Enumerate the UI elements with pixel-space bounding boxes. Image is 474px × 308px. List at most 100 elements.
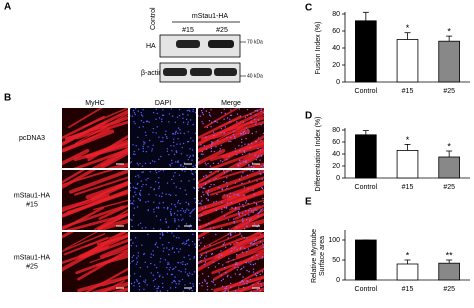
- nucleus: [253, 118, 256, 121]
- nucleus: [257, 258, 259, 260]
- nucleus: [162, 234, 164, 237]
- myotube: [110, 287, 128, 292]
- nucleus: [145, 134, 147, 137]
- nucleus: [241, 267, 243, 270]
- nucleus: [174, 172, 176, 174]
- y-tick-label: 0: [336, 175, 340, 182]
- nucleus: [152, 250, 154, 252]
- nucleus: [155, 181, 157, 183]
- nucleus: [242, 276, 244, 278]
- nucleus: [211, 143, 213, 145]
- nucleus: [141, 244, 143, 246]
- x-tick-label: #25: [443, 88, 455, 95]
- nucleus: [252, 243, 254, 246]
- nucleus: [220, 131, 222, 134]
- nucleus: [171, 159, 173, 162]
- nucleus: [183, 162, 186, 164]
- nucleus: [201, 207, 204, 209]
- band: [214, 68, 237, 76]
- micrograph: [198, 232, 264, 292]
- nucleus: [152, 144, 154, 146]
- nucleus: [226, 185, 229, 188]
- nucleus: [245, 210, 247, 212]
- nucleus: [201, 200, 203, 202]
- nucleus: [257, 215, 259, 217]
- nucleus: [135, 175, 137, 178]
- nucleus: [158, 177, 160, 179]
- nucleus: [189, 155, 192, 157]
- nucleus: [184, 170, 186, 172]
- nucleus: [193, 187, 196, 190]
- nucleus: [160, 155, 162, 158]
- bar: [438, 40, 460, 83]
- nucleus: [181, 242, 184, 245]
- nucleus: [236, 153, 238, 156]
- bar: [396, 149, 419, 179]
- nucleus: [137, 174, 139, 177]
- nucleus: [192, 154, 194, 156]
- nucleus: [209, 165, 212, 167]
- nucleus: [155, 215, 158, 217]
- nucleus: [202, 108, 205, 110]
- nucleus: [200, 153, 203, 155]
- nucleus: [210, 121, 213, 123]
- nucleus: [243, 150, 245, 152]
- nucleus: [256, 156, 259, 159]
- nucleus: [140, 114, 143, 116]
- nucleus: [246, 237, 248, 239]
- y-tick-label: 100: [328, 237, 340, 244]
- nucleus: [255, 114, 257, 116]
- nucleus: [134, 108, 137, 110]
- nucleus: [249, 242, 252, 245]
- column-header: DAPI: [155, 100, 171, 107]
- nucleus: [191, 159, 193, 161]
- myotube: [225, 249, 264, 263]
- nucleus: [219, 148, 222, 150]
- y-tick-label: 80: [332, 11, 340, 18]
- nucleus: [154, 170, 157, 172]
- nucleus: [192, 108, 194, 111]
- x-tick-label: Control: [355, 286, 378, 293]
- myotube: [98, 204, 128, 220]
- nucleus: [140, 111, 142, 114]
- nucleus: [205, 255, 207, 257]
- nucleus: [257, 137, 260, 139]
- panel-label: D: [305, 111, 312, 122]
- nucleus: [210, 145, 212, 148]
- nucleus: [242, 286, 245, 289]
- myotube: [198, 192, 241, 213]
- nucleus: [188, 209, 190, 211]
- significance: *: [447, 26, 451, 36]
- row-label: pcDNA3: [19, 135, 45, 142]
- nucleus: [149, 139, 151, 142]
- nucleus: [158, 275, 161, 278]
- nucleus: [207, 275, 210, 278]
- myotube: [62, 128, 111, 153]
- nucleus: [223, 132, 225, 134]
- nucleus: [190, 170, 192, 172]
- nucleus: [253, 201, 255, 203]
- y-tick-label: 80: [332, 127, 340, 134]
- nucleus: [199, 256, 202, 258]
- nucleus: [245, 160, 247, 162]
- nucleus: [191, 240, 194, 243]
- nucleus: [182, 218, 184, 220]
- nucleus: [234, 290, 237, 292]
- nucleus: [173, 235, 175, 237]
- nucleus: [130, 200, 131, 202]
- nucleus: [144, 261, 146, 264]
- nucleus: [262, 164, 264, 166]
- nucleus: [234, 232, 236, 233]
- nucleus: [250, 117, 252, 119]
- nucleus: [201, 112, 204, 114]
- nucleus: [146, 266, 149, 268]
- bar: [355, 239, 377, 281]
- nucleus: [185, 242, 187, 245]
- nucleus: [191, 172, 193, 175]
- nucleus: [210, 171, 213, 173]
- nucleus: [206, 289, 209, 291]
- nucleus: [243, 130, 245, 132]
- nucleus: [257, 148, 259, 150]
- nucleus: [208, 120, 211, 122]
- nucleus: [202, 187, 204, 189]
